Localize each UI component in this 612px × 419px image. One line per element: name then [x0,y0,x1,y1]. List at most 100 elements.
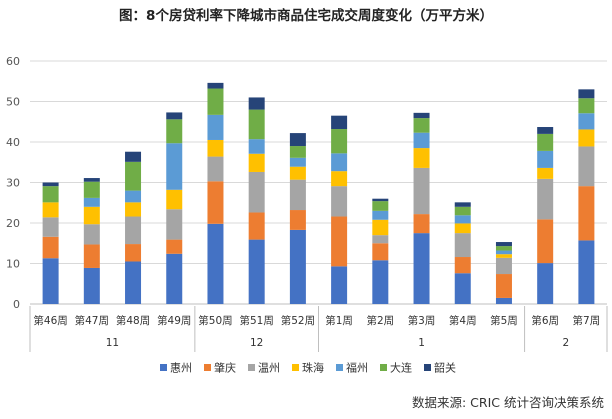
x-tick-label: 第50周 [198,314,232,327]
chart-title: 图：8个房贷利率下降城市商品住宅成交周度变化（万平方米） [119,8,493,24]
bar-segment-福州 [454,215,471,224]
bar-segment-温州 [578,146,595,187]
bar-segment-大连 [207,88,224,115]
bar-segment-肇庆 [495,274,512,298]
legend-label: 肇庆 [214,361,236,375]
bar-segment-肇庆 [42,236,59,259]
bar-segment-惠州 [537,263,554,304]
x-tick-label: 第51周 [239,314,273,327]
bar-segment-肇庆 [207,181,224,224]
bar-segment-肇庆 [166,239,183,254]
bar-segment-惠州 [125,261,142,304]
bar-segment-大连 [83,181,100,198]
bar-segment-韶关 [83,178,100,182]
y-tick-label: 0 [13,298,20,311]
bar-segment-肇庆 [83,244,100,268]
bar-segment-温州 [42,217,59,237]
bar-segment-温州 [289,179,306,211]
legend-swatch [248,364,255,371]
x-tick-label: 第47周 [75,314,109,327]
bar-segment-肇庆 [537,219,554,264]
legend-swatch [160,364,167,371]
bar-segment-韶关 [207,82,224,89]
bar-segment-福州 [578,113,595,130]
bar-segment-大连 [125,161,142,191]
x-tick-label: 第48周 [116,314,150,327]
y-tick-label: 40 [6,136,20,149]
bar-segment-惠州 [166,253,183,304]
bar-segment-温州 [454,233,471,258]
x-tick-label: 第6周 [531,314,559,327]
bar-segment-肇庆 [289,210,306,230]
bar-segment-惠州 [42,258,59,304]
bar-segment-韶关 [248,97,265,110]
bar-segment-珠海 [125,202,142,217]
bar-segment-温州 [83,224,100,245]
bar-segment-福州 [248,139,265,154]
bar-segment-韶关 [289,133,306,147]
bar-segment-大连 [537,133,554,151]
bar-segment-惠州 [578,240,595,304]
bar-segment-惠州 [83,267,100,304]
bar-segment-韶关 [166,112,183,120]
bar-segment-珠海 [372,219,389,236]
x-tick-label: 第49周 [157,314,191,327]
bar-segment-惠州 [207,223,224,304]
bar-segment-肇庆 [125,244,142,262]
bar-segment-惠州 [413,233,430,304]
bar-segment-珠海 [495,254,512,258]
bar-segment-福州 [125,190,142,203]
bar-segment-大连 [166,119,183,144]
bar-segment-韶关 [495,242,512,247]
bar-segment-惠州 [495,297,512,304]
x-tick-label: 第52周 [281,314,315,327]
bar-segment-惠州 [289,229,306,304]
month-group-label: 1 [418,337,425,349]
bar-segment-韶关 [454,202,471,207]
month-group-label: 12 [250,337,263,349]
bar-segment-温州 [125,216,142,245]
bar-segment-温州 [248,171,265,213]
legend-swatch [336,364,343,371]
bar-segment-温州 [495,257,512,275]
data-source-note: 数据来源: CRIC 统计咨询决策系统 [412,395,604,410]
bar-segment-肇庆 [413,214,430,234]
bar-segment-韶关 [537,127,554,134]
bar-segment-韶关 [372,198,389,202]
bar-segment-福州 [537,150,554,168]
bar-segment-福州 [166,143,183,190]
bar-segment-惠州 [331,266,348,304]
bar-segment-大连 [331,129,348,154]
bar-segment-福州 [289,157,306,167]
bar-segment-温州 [331,186,348,217]
legend-label: 韶关 [434,361,456,375]
legend-label: 珠海 [302,361,324,375]
bar-segment-大连 [578,98,595,114]
bar-segment-惠州 [248,239,265,304]
y-tick-label: 50 [6,96,20,109]
bar-segment-珠海 [578,129,595,147]
bar-segment-大连 [42,186,59,203]
month-group-label: 2 [562,337,569,349]
x-tick-label: 第4周 [449,314,477,327]
bar-segment-温州 [166,209,183,240]
legend-label: 福州 [346,361,368,375]
bar-segment-珠海 [166,189,183,210]
legend-swatch [204,364,211,371]
legend-label: 惠州 [170,361,192,375]
bar-segment-福州 [207,114,224,140]
x-tick-label: 第5周 [490,314,518,327]
legend-swatch [380,364,387,371]
bar-segment-珠海 [248,153,265,172]
bar-segment-惠州 [372,260,389,304]
bar-segment-珠海 [454,223,471,234]
bar-segment-惠州 [454,273,471,304]
bar-segment-珠海 [207,139,224,157]
y-tick-label: 20 [6,217,20,230]
legend-swatch [292,364,299,371]
bar-segment-肇庆 [454,257,471,274]
month-group-label: 11 [106,337,119,349]
bar-segment-大连 [289,146,306,158]
bar-segment-韶关 [125,151,142,162]
